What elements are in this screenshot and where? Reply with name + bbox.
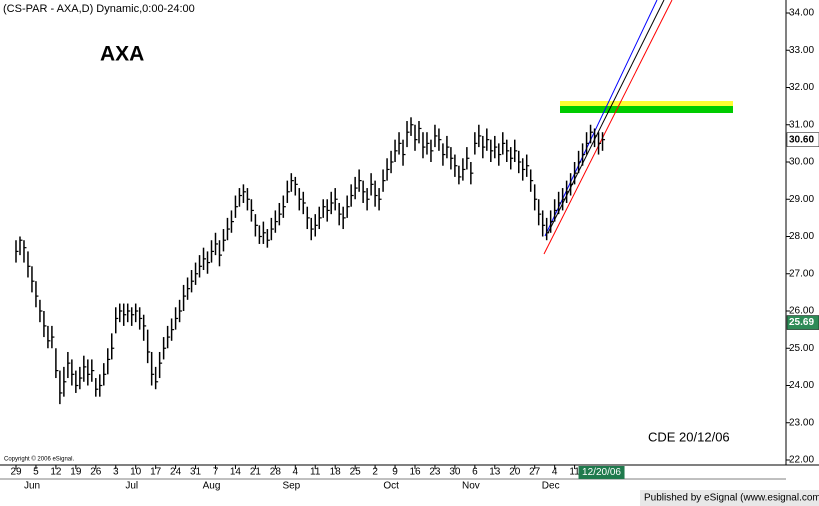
month-label: Sep — [282, 481, 300, 492]
price-tag-label: 25.69 — [789, 317, 814, 328]
chart-title: AXA — [100, 43, 144, 66]
x-tick-label: 6 — [472, 467, 478, 478]
y-tick-label: 22.00 — [789, 455, 814, 466]
y-tick-label: 24.00 — [789, 380, 814, 391]
y-tick-label: 23.00 — [789, 417, 814, 428]
y-tick-label: 26.00 — [789, 306, 814, 317]
y-tick-label: 30.00 — [789, 157, 814, 168]
x-tick-label: 14 — [230, 467, 242, 478]
price-tag — [786, 315, 819, 330]
x-tick-label: 5 — [33, 467, 39, 478]
x-tick-label: 4 — [293, 467, 299, 478]
cursor-label: 12/20/06 — [582, 467, 621, 478]
x-tick-label: 18 — [330, 467, 342, 478]
trend-line-upper — [544, 0, 658, 237]
x-tick-label: 12 — [50, 467, 62, 478]
y-tick-label: 29.00 — [789, 194, 814, 205]
x-tick-label: 19 — [70, 467, 82, 478]
publisher-box — [640, 490, 819, 506]
y-tick-label: 25.00 — [789, 343, 814, 354]
x-tick-label: 30 — [449, 467, 461, 478]
x-tick-label: 27 — [529, 467, 541, 478]
month-label: Nov — [462, 481, 480, 492]
x-tick-label: 20 — [509, 467, 521, 478]
copyright: Copyright © 2006 eSignal. — [4, 456, 74, 463]
x-tick-label: 9 — [392, 467, 398, 478]
price-tag-label: 30.60 — [789, 134, 814, 145]
x-tick-label: 10 — [130, 467, 142, 478]
publisher: Published by eSignal (www.esignal.com) — [644, 493, 819, 504]
x-tick-label: 25 — [350, 467, 362, 478]
month-label: Jul — [125, 481, 138, 492]
x-tick-label: 2 — [372, 467, 378, 478]
resistance-zone-core — [560, 106, 733, 113]
month-label: Aug — [203, 481, 221, 492]
x-tick-label: 3 — [113, 467, 119, 478]
x-tick-label: 31 — [190, 467, 202, 478]
x-tick-label: 11 — [310, 467, 321, 478]
annotation: CDE 20/12/06 — [648, 429, 730, 444]
x-tick-label: 24 — [170, 467, 182, 478]
y-tick-label: 31.00 — [789, 119, 814, 130]
cursor-box — [578, 466, 625, 479]
x-tick-label: 4 — [552, 467, 558, 478]
x-tick-label: 28 — [270, 467, 282, 478]
x-tick-label: 13 — [489, 467, 501, 478]
y-tick-label: 27.00 — [789, 268, 814, 279]
x-tick-label: 11 — [569, 467, 580, 478]
month-label: Dec — [542, 481, 560, 492]
y-tick-label: 34.00 — [789, 8, 814, 19]
x-tick-label: 23 — [429, 467, 441, 478]
x-tick-label: 17 — [150, 467, 162, 478]
x-tick-label: 26 — [90, 467, 102, 478]
month-label: Jun — [24, 481, 40, 492]
y-tick-label: 33.00 — [789, 45, 814, 56]
x-tick-label: 29 — [10, 467, 22, 478]
price-tag — [786, 132, 819, 147]
x-tick-label: 21 — [250, 467, 262, 478]
month-label: Oct — [383, 481, 399, 492]
y-tick-label: 28.00 — [789, 231, 814, 242]
x-tick-label: 16 — [409, 467, 421, 478]
y-tick-label: 32.00 — [789, 82, 814, 93]
trend-line-lower — [543, 0, 673, 255]
chart-header: (CS-PAR - AXA,D) Dynamic,0:00-24:00 — [3, 3, 195, 15]
x-tick-label: 7 — [213, 467, 219, 478]
